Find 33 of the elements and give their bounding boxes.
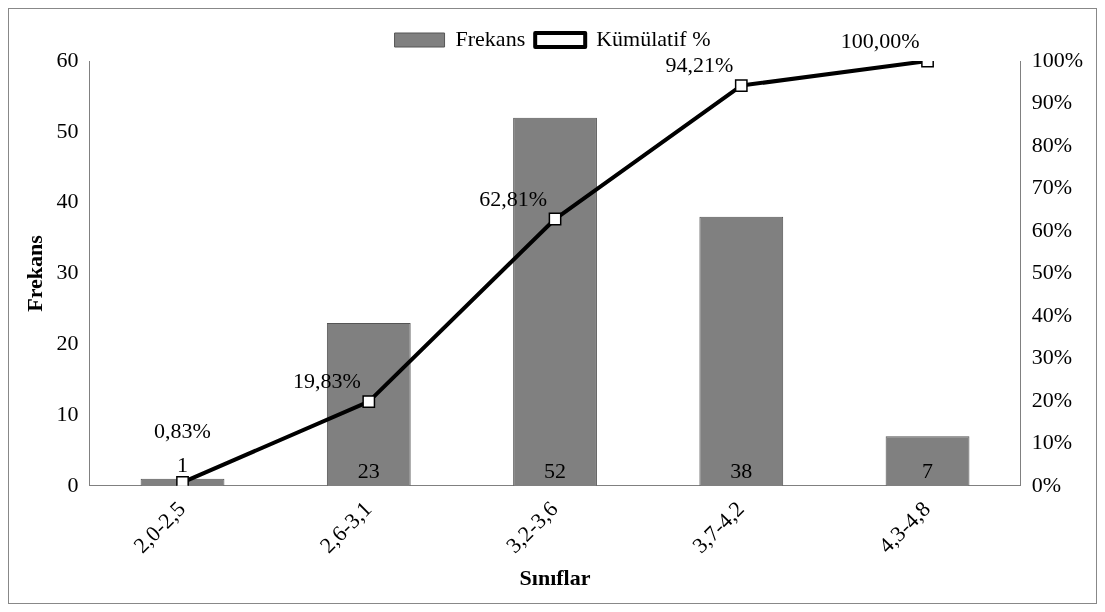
y2-tick-label: 80%: [1031, 131, 1072, 157]
data-label: 94,21%: [665, 52, 734, 78]
y-tick-label: 10: [56, 400, 79, 426]
data-label: 23: [357, 457, 380, 483]
y2-tick-label: 20%: [1031, 386, 1072, 412]
legend-label: Frekans: [455, 25, 526, 51]
data-label: 7: [922, 457, 934, 483]
point: [176, 475, 189, 486]
y2-tick-label: 50%: [1031, 259, 1072, 285]
y2-tick-label: 10%: [1031, 429, 1072, 455]
y-tick-label: 40: [56, 188, 79, 214]
y-axis-title: Frekans: [21, 234, 47, 312]
point: [734, 79, 748, 93]
y2-tick-label: 60%: [1031, 216, 1072, 242]
data-label: 38: [730, 457, 753, 483]
data-label: 100,00%: [840, 27, 920, 53]
y2-tick-label: 30%: [1031, 344, 1072, 370]
legend-label: Kümülatif %: [596, 25, 711, 51]
y-tick-label: 60: [56, 46, 79, 72]
y2-tick-label: 90%: [1031, 89, 1072, 115]
data-label: 1: [177, 451, 189, 477]
data-label: 0,83%: [154, 417, 211, 443]
data-label: 52: [544, 457, 567, 483]
y-tick-label: 50: [56, 117, 79, 143]
point: [362, 395, 376, 409]
y2-tick-label: 0%: [1031, 471, 1061, 497]
y-tick-label: 0: [67, 471, 79, 497]
x-axis-title: Sınıflar: [519, 565, 591, 591]
y-tick-label: 20: [56, 330, 79, 356]
y2-tick-label: 40%: [1031, 301, 1072, 327]
y2-tick-label: 100%: [1031, 46, 1083, 72]
y-tick-label: 30: [56, 259, 79, 285]
y2-tick-label: 70%: [1031, 174, 1072, 200]
